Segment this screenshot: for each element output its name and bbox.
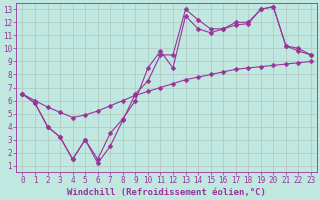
X-axis label: Windchill (Refroidissement éolien,°C): Windchill (Refroidissement éolien,°C) xyxy=(67,188,266,197)
